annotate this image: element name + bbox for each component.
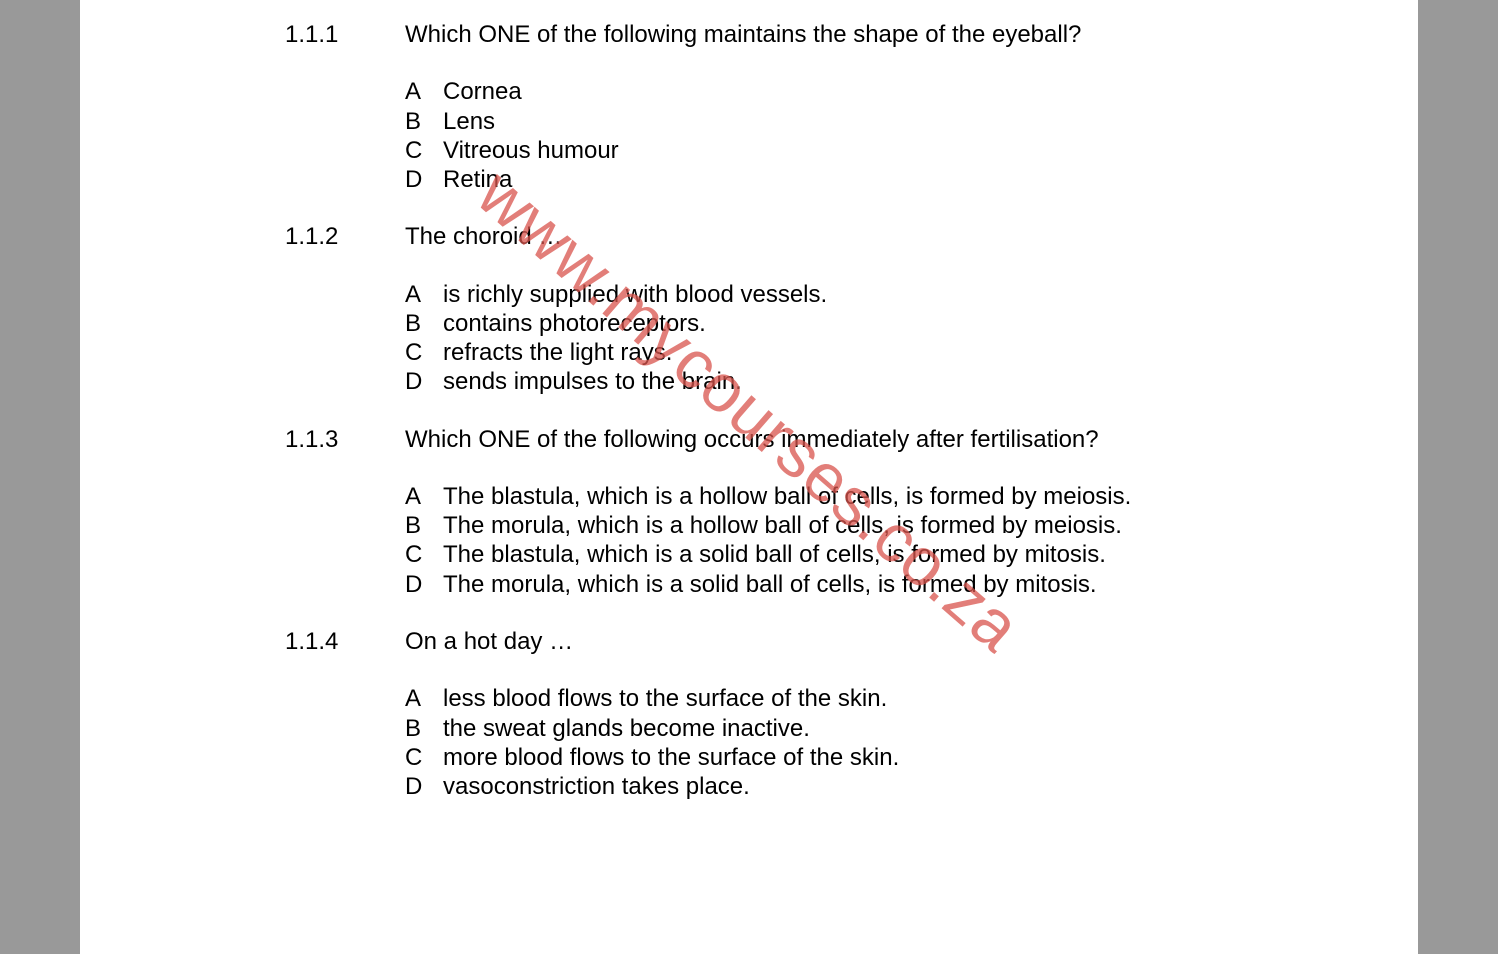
question-number: 1.1.2 [285,222,405,396]
option-letter: C [405,338,443,367]
question-stem: Which ONE of the following maintains the… [405,20,1158,49]
option-text: is richly supplied with blood vessels. [443,280,1158,309]
option-text: contains photoreceptors. [443,309,1158,338]
question-block: 1.1.4 On a hot day … Aless blood flows t… [285,627,1158,801]
option-row: Aless blood flows to the surface of the … [405,684,1158,713]
option-text: sends impulses to the brain. [443,367,1158,396]
question-body: Which ONE of the following occurs immedi… [405,425,1158,599]
option-text: Cornea [443,77,1158,106]
option-letter: D [405,772,443,801]
option-row: ACornea [405,77,1158,106]
question-body: Which ONE of the following maintains the… [405,20,1158,194]
option-row: Ais richly supplied with blood vessels. [405,280,1158,309]
options-list: AThe blastula, which is a hollow ball of… [405,482,1158,599]
option-text: The blastula, which is a solid ball of c… [443,540,1158,569]
option-text: less blood flows to the surface of the s… [443,684,1158,713]
option-row: BThe morula, which is a hollow ball of c… [405,511,1158,540]
option-letter: D [405,570,443,599]
option-letter: B [405,714,443,743]
option-row: DRetina [405,165,1158,194]
option-row: BLens [405,107,1158,136]
option-row: Crefracts the light rays. [405,338,1158,367]
option-letter: D [405,165,443,194]
question-body: On a hot day … Aless blood flows to the … [405,627,1158,801]
option-text: The morula, which is a solid ball of cel… [443,570,1158,599]
question-block: 1.1.3 Which ONE of the following occurs … [285,425,1158,599]
question-stem: The choroid … [405,222,1158,251]
option-text: The blastula, which is a hollow ball of … [443,482,1158,511]
option-text: the sweat glands become inactive. [443,714,1158,743]
option-letter: C [405,136,443,165]
option-row: Cmore blood flows to the surface of the … [405,743,1158,772]
option-row: Dvasoconstriction takes place. [405,772,1158,801]
option-text: Lens [443,107,1158,136]
option-row: CThe blastula, which is a solid ball of … [405,540,1158,569]
document-page: www.mycourses.co.za 1.1.1 Which ONE of t… [80,0,1418,954]
option-letter: A [405,684,443,713]
option-text: vasoconstriction takes place. [443,772,1158,801]
option-letter: A [405,77,443,106]
option-row: CVitreous humour [405,136,1158,165]
question-body: The choroid … Ais richly supplied with b… [405,222,1158,396]
option-letter: B [405,107,443,136]
option-letter: C [405,540,443,569]
option-letter: C [405,743,443,772]
question-number: 1.1.3 [285,425,405,599]
option-row: Dsends impulses to the brain. [405,367,1158,396]
option-letter: A [405,280,443,309]
option-row: AThe blastula, which is a hollow ball of… [405,482,1158,511]
option-text: refracts the light rays. [443,338,1158,367]
options-list: Aless blood flows to the surface of the … [405,684,1158,801]
option-text: Vitreous humour [443,136,1158,165]
question-number: 1.1.1 [285,20,405,194]
question-block: 1.1.1 Which ONE of the following maintai… [285,20,1158,194]
options-list: ACornea BLens CVitreous humour DRetina [405,77,1158,194]
content-area: www.mycourses.co.za 1.1.1 Which ONE of t… [80,20,1418,801]
question-stem: Which ONE of the following occurs immedi… [405,425,1158,454]
option-row: Bthe sweat glands become inactive. [405,714,1158,743]
option-text: more blood flows to the surface of the s… [443,743,1158,772]
question-stem: On a hot day … [405,627,1158,656]
option-letter: B [405,511,443,540]
option-letter: D [405,367,443,396]
question-block: 1.1.2 The choroid … Ais richly supplied … [285,222,1158,396]
question-number: 1.1.4 [285,627,405,801]
option-row: DThe morula, which is a solid ball of ce… [405,570,1158,599]
option-row: Bcontains photoreceptors. [405,309,1158,338]
option-text: The morula, which is a hollow ball of ce… [443,511,1158,540]
option-letter: A [405,482,443,511]
option-text: Retina [443,165,1158,194]
option-letter: B [405,309,443,338]
options-list: Ais richly supplied with blood vessels. … [405,280,1158,397]
